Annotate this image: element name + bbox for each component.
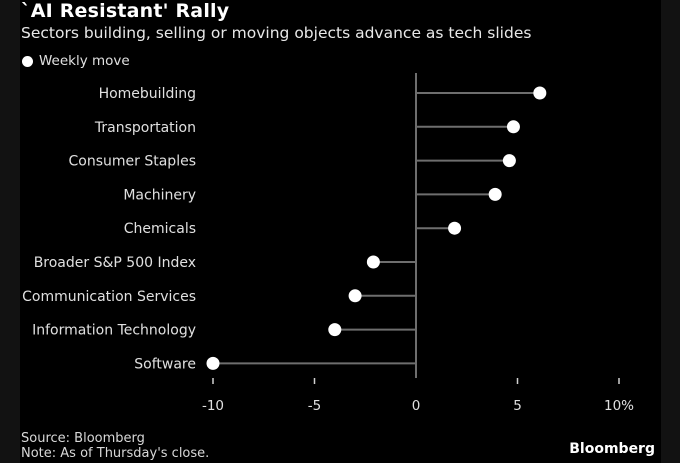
- category-label: Consumer Staples: [69, 154, 196, 170]
- category-label: Machinery: [123, 187, 196, 203]
- legend-label: Weekly move: [39, 53, 130, 69]
- chart-subtitle: Sectors building, selling or moving obje…: [21, 24, 532, 42]
- category-label: Communication Services: [22, 289, 196, 305]
- legend-marker-icon: [22, 55, 33, 67]
- lollipop-marker: [366, 255, 380, 269]
- lollipop-marker: [488, 187, 502, 201]
- lollipop-marker: [206, 356, 220, 370]
- category-label: Information Technology: [32, 323, 196, 339]
- data-row: Consumer Staples: [69, 154, 516, 170]
- x-tick-label: -10: [202, 398, 224, 414]
- x-tick-label: -5: [308, 398, 321, 414]
- category-label: Transportation: [94, 120, 196, 136]
- chart-title: `AI Resistant' Rally: [21, 0, 230, 22]
- data-row: Homebuilding: [99, 86, 547, 102]
- legend: Weekly move: [22, 53, 130, 69]
- category-label: Homebuilding: [99, 86, 196, 102]
- data-row: Broader S&P 500 Index: [34, 255, 416, 271]
- footnote: Note: As of Thursday's close.: [21, 446, 210, 461]
- category-label: Software: [134, 356, 196, 372]
- lollipop-marker: [533, 86, 547, 100]
- source-note: Source: Bloomberg: [21, 431, 145, 446]
- lollipop-marker: [448, 221, 462, 235]
- x-tick-label: 10%: [604, 398, 634, 414]
- data-row: Transportation: [94, 120, 520, 136]
- data-row: Information Technology: [32, 323, 416, 339]
- lollipop-marker: [506, 120, 520, 134]
- data-row: Chemicals: [124, 221, 462, 237]
- data-row: Communication Services: [22, 289, 416, 305]
- bloomberg-logo: Bloomberg: [569, 441, 655, 457]
- data-row: Machinery: [123, 187, 502, 203]
- x-tick-label: 0: [412, 398, 421, 414]
- lollipop-marker: [502, 154, 516, 168]
- category-label: Broader S&P 500 Index: [34, 255, 196, 271]
- chart-panel: [20, 0, 661, 463]
- lollipop-marker: [328, 323, 342, 337]
- category-label: Chemicals: [124, 221, 196, 237]
- lollipop-marker: [348, 289, 362, 303]
- x-tick-label: 5: [513, 398, 522, 414]
- data-row: Software: [134, 356, 416, 372]
